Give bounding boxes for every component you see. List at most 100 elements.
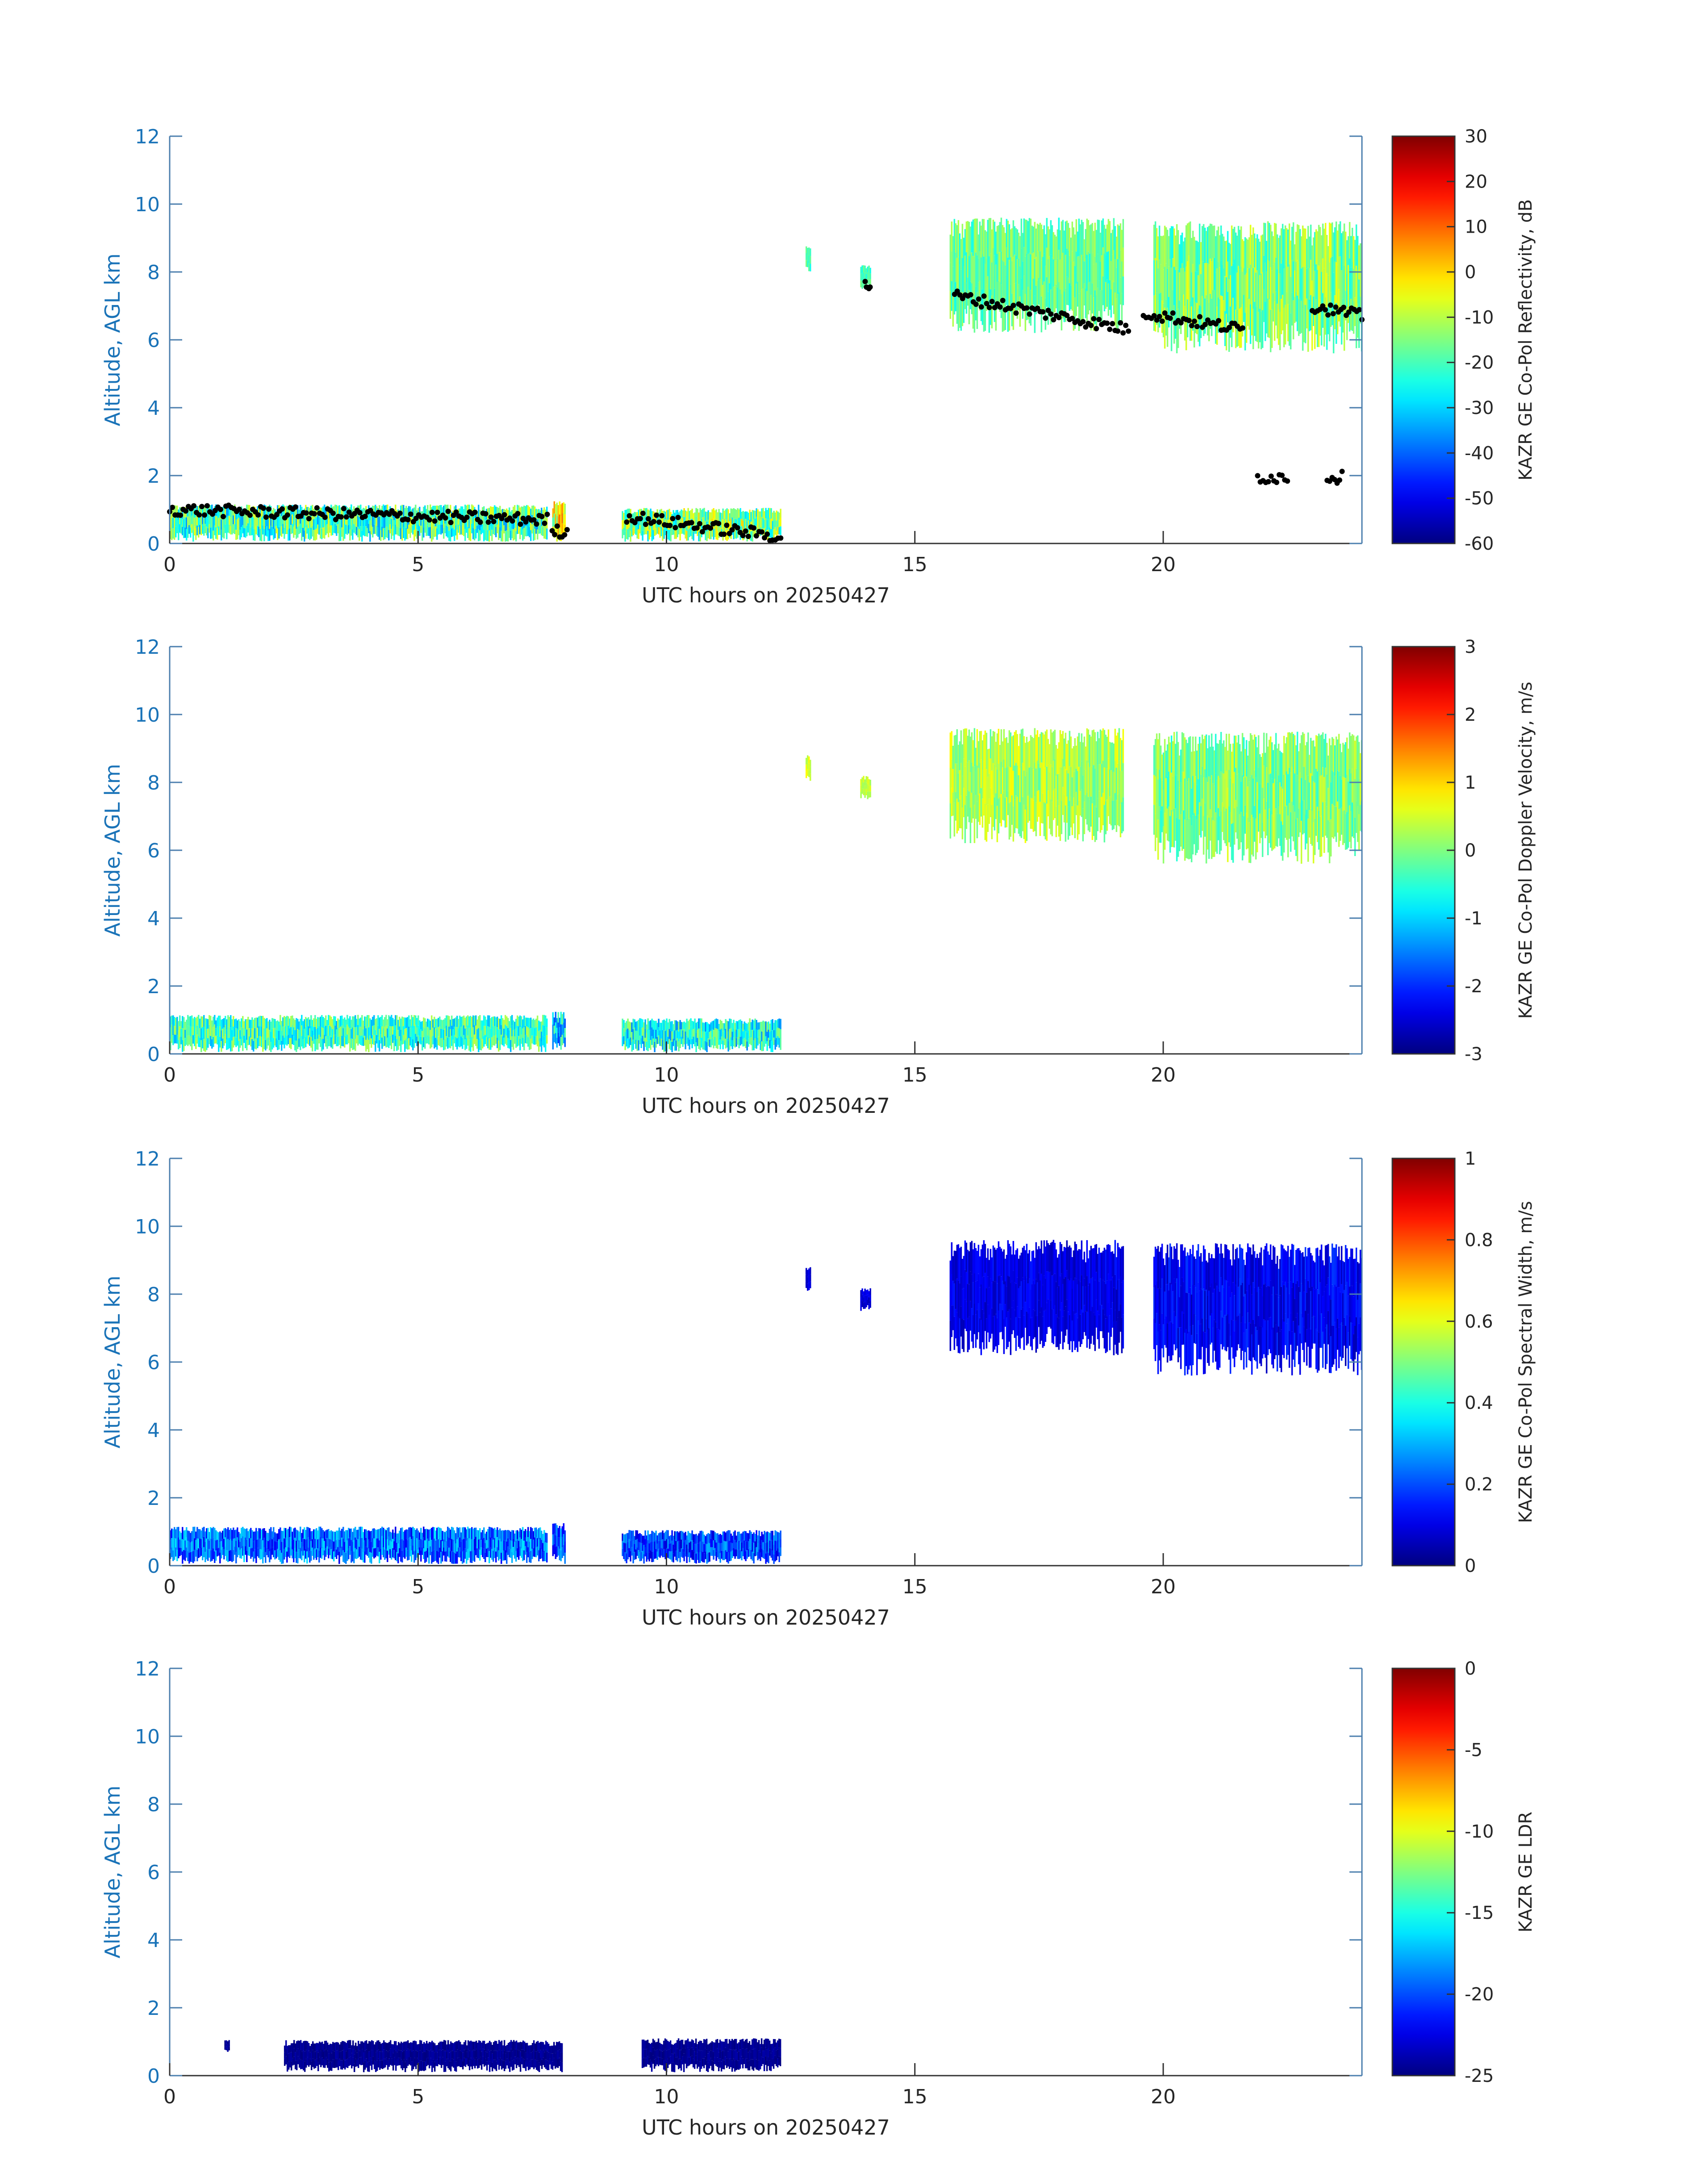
data-column <box>179 524 181 533</box>
data-column <box>1177 230 1179 270</box>
data-column <box>965 252 968 283</box>
data-column <box>509 527 510 538</box>
data-column <box>376 1018 378 1027</box>
data-column <box>355 518 356 526</box>
data-column <box>284 527 285 539</box>
data-column <box>188 1026 190 1036</box>
data-column <box>642 531 643 541</box>
cloud-base-points <box>167 279 1365 543</box>
data-region <box>170 1015 548 1053</box>
data-column <box>413 1037 415 1048</box>
data-column <box>1044 767 1047 803</box>
data-column <box>271 1018 273 1029</box>
data-column <box>1023 247 1025 276</box>
data-column <box>521 1016 522 1026</box>
data-column <box>561 523 564 534</box>
data-column <box>754 1038 756 1049</box>
data-column <box>535 525 537 534</box>
data-column <box>1069 283 1071 311</box>
data-column <box>1121 293 1123 325</box>
data-column <box>513 1030 514 1040</box>
data-column <box>184 1022 186 1030</box>
data-column <box>198 527 200 538</box>
data-column <box>205 1018 206 1030</box>
data-column <box>249 1547 251 1556</box>
data-column <box>646 526 647 535</box>
data-column <box>535 1027 537 1036</box>
data-column <box>626 1038 627 1047</box>
data-column <box>1296 260 1299 296</box>
data-column <box>746 1032 748 1042</box>
data-column <box>439 1026 441 1036</box>
data-column <box>546 1027 548 1036</box>
data-column <box>495 1017 497 1026</box>
data-column <box>534 1036 536 1045</box>
data-column <box>1335 806 1337 842</box>
data-column <box>1278 806 1280 839</box>
data-column <box>444 1028 446 1039</box>
data-column <box>294 516 296 526</box>
data-column <box>1071 251 1073 281</box>
data-column <box>210 1550 212 1562</box>
data-column <box>191 1027 193 1039</box>
data-column <box>1110 742 1112 770</box>
data-column <box>357 1025 359 1036</box>
data-column <box>468 1028 470 1040</box>
data-column <box>960 763 962 796</box>
cloud-base-point <box>357 510 363 516</box>
data-column <box>757 1030 759 1038</box>
data-column <box>186 1028 188 1036</box>
data-column <box>412 526 414 535</box>
data-column <box>341 1015 343 1026</box>
data-column <box>1192 736 1194 776</box>
data-column <box>762 1040 764 1051</box>
data-column <box>199 1037 201 1047</box>
data-column <box>1294 297 1296 323</box>
data-column <box>1223 773 1225 807</box>
data-column <box>334 524 336 534</box>
data-column <box>267 1533 269 1541</box>
data-column <box>1007 221 1009 258</box>
data-column <box>1308 810 1311 838</box>
data-column <box>431 518 433 531</box>
data-column <box>1283 735 1285 775</box>
data-column <box>424 1038 426 1049</box>
data-column <box>1232 263 1234 298</box>
data-column <box>249 515 251 526</box>
data-column <box>253 529 255 540</box>
data-column <box>674 1030 676 1040</box>
data-column <box>715 509 717 520</box>
data-column <box>698 1039 700 1049</box>
data-column <box>391 1015 393 1027</box>
data-column <box>363 517 364 526</box>
data-column <box>984 803 986 840</box>
data-column <box>1051 732 1053 767</box>
data-column <box>276 518 277 526</box>
data-column <box>683 1021 685 1029</box>
data-column <box>1043 253 1045 282</box>
data-column <box>1322 767 1324 802</box>
data-column <box>1054 759 1056 789</box>
data-column <box>321 518 323 529</box>
data-column <box>658 527 660 535</box>
data-column <box>320 1027 322 1037</box>
data-column <box>560 504 562 517</box>
data-column <box>1267 221 1269 260</box>
data-column <box>650 527 651 537</box>
data-column <box>780 509 781 518</box>
data-column <box>1178 244 1181 272</box>
data-column <box>1156 733 1158 769</box>
data-column <box>247 1016 249 1027</box>
data-column <box>1231 225 1233 266</box>
data-column <box>1083 239 1086 262</box>
data-column <box>215 1540 217 1551</box>
cloud-base-point <box>432 518 438 524</box>
data-column <box>648 530 650 540</box>
data-column <box>1261 788 1264 823</box>
data-column <box>1055 745 1057 776</box>
data-column <box>726 508 728 519</box>
data-column <box>458 1037 459 1047</box>
data-column <box>518 505 520 515</box>
data-column <box>250 519 252 527</box>
